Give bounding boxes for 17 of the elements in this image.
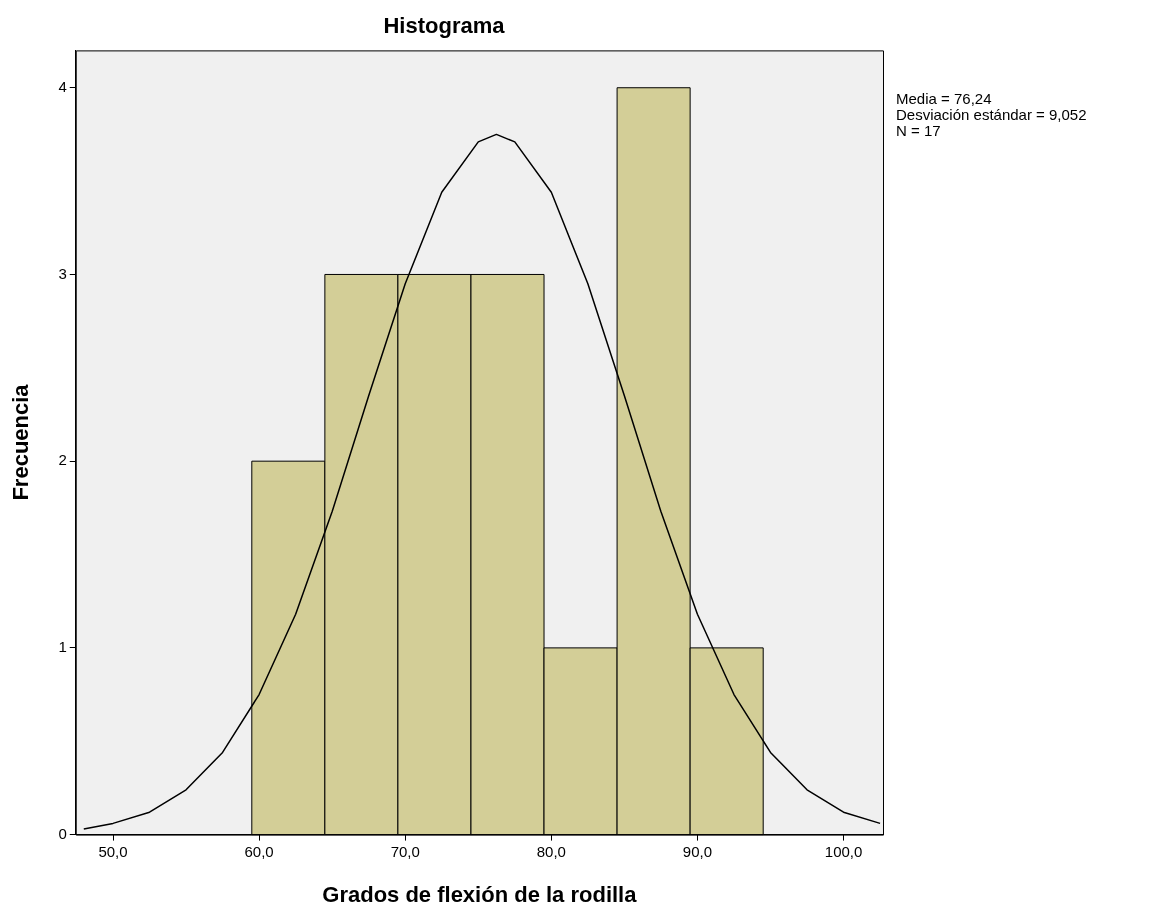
x-tick-label: 90,0 [682,842,713,860]
y-axis-title: Frecuencia [8,383,34,501]
text: Media = 76,24 [896,89,992,107]
x-tick-label: 80,0 [536,842,566,860]
x-tick-label: 70,0 [390,842,420,860]
y-tick-label: 4 [58,77,67,95]
x-tick-label: 50,0 [98,842,128,860]
y-tick-label: 0 [58,824,67,842]
y-tick-label: 3 [58,264,67,282]
y-tick-label: 2 [58,451,67,469]
x-axis-title: Grados de flexión de la rodilla [322,881,638,907]
chart-title: Histograma [383,13,506,39]
text: Desviación estándar = 9,052 [896,105,1087,123]
y-tick-label: 1 [58,638,67,656]
text: N = 17 [896,121,941,139]
x-tick-label: 100,0 [824,842,863,860]
x-tick-label: 60,0 [244,842,274,860]
